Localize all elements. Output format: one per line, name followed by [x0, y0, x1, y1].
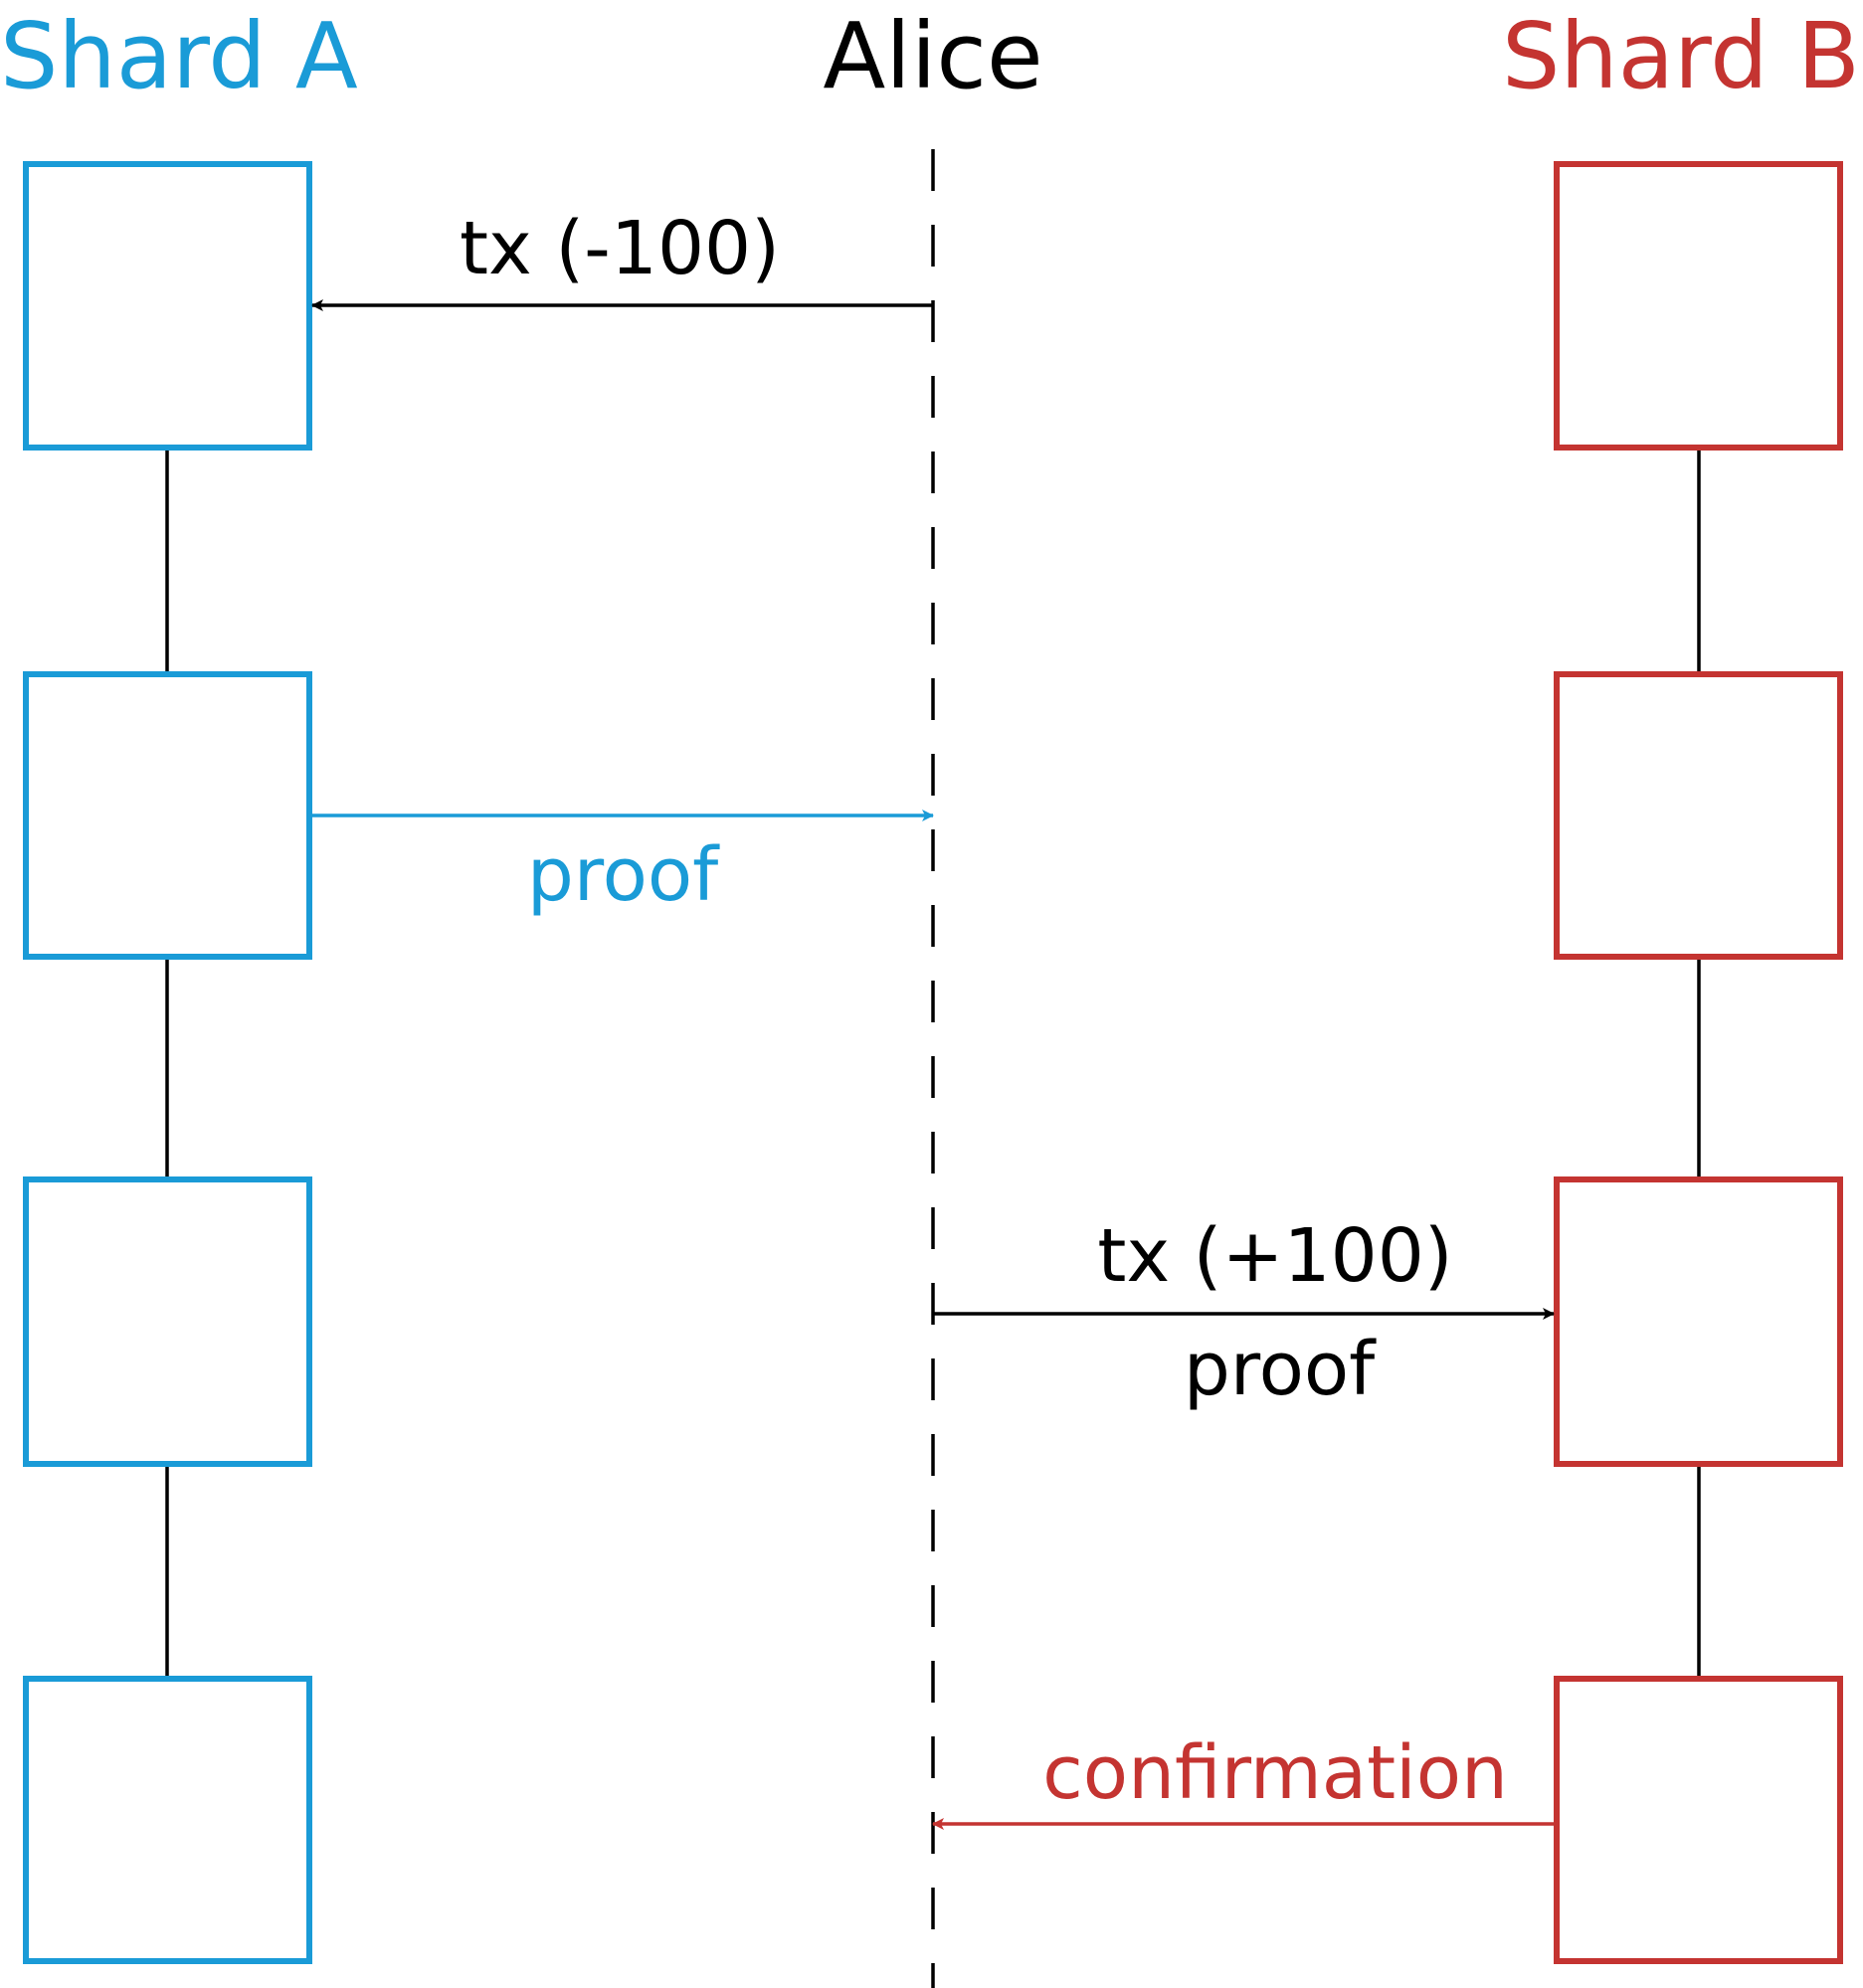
shard-b-block-3 [1554, 1176, 1843, 1467]
message-proof-to-alice: proof [312, 810, 934, 918]
shard-b-block-4 [1554, 1676, 1843, 1964]
message-confirmation: confirmation [932, 1730, 1554, 1830]
label-tx-credit: tx (+100) [1097, 1213, 1452, 1299]
shard-a-title: Shard A [0, 3, 358, 109]
shard-b-title: Shard B [1502, 3, 1860, 109]
label-proof-to-shard-b: proof [1184, 1327, 1377, 1412]
shard-a-block-1 [23, 161, 312, 451]
message-tx-debit: tx (-100) [311, 206, 933, 311]
shard-a-block-4 [23, 1676, 312, 1964]
label-proof-to-alice: proof [527, 832, 720, 918]
shard-a-block-3 [23, 1176, 312, 1467]
message-tx-credit: tx (+100) proof [933, 1213, 1555, 1412]
label-tx-debit: tx (-100) [460, 206, 780, 291]
shard-a-chain [23, 161, 312, 1964]
shard-b-chain [1554, 161, 1843, 1964]
shard-b-block-2 [1554, 671, 1843, 960]
label-confirmation: confirmation [1042, 1730, 1508, 1816]
shard-a-block-2 [23, 671, 312, 960]
shard-b-block-1 [1554, 161, 1843, 451]
alice-title: Alice [823, 3, 1042, 109]
